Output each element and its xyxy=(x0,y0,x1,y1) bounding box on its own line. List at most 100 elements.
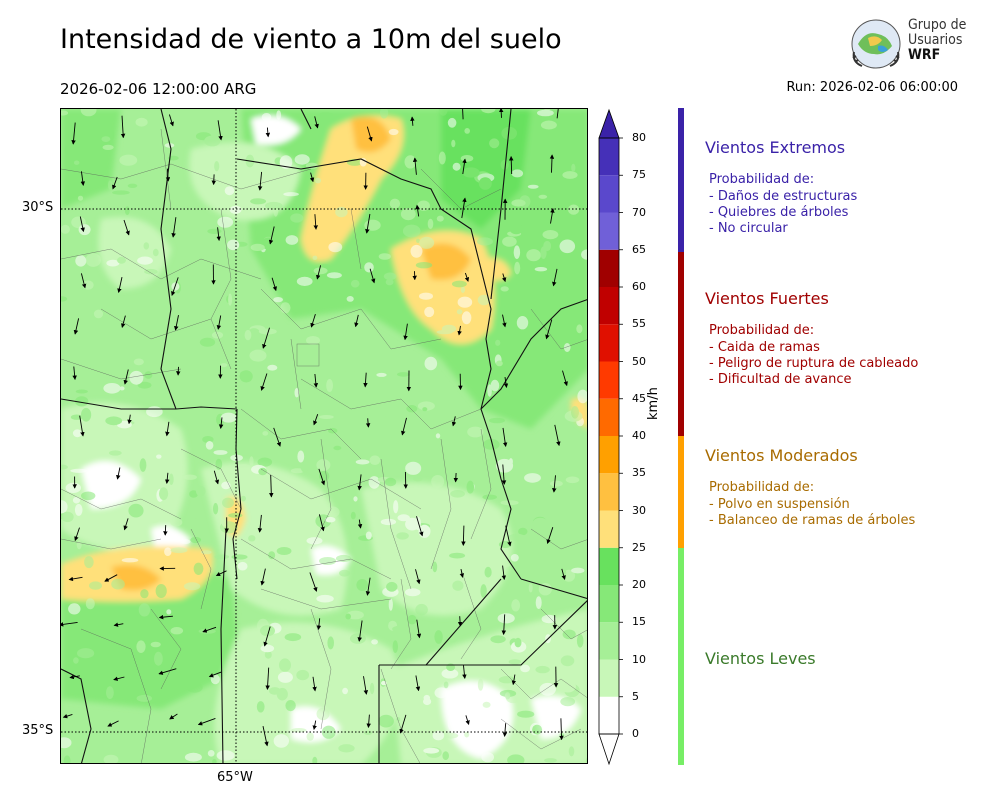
colorbar-segment xyxy=(599,324,619,362)
wind-arrow xyxy=(104,574,118,582)
colorbar-tick-label: 5 xyxy=(632,689,639,703)
wind-arrow xyxy=(461,197,467,219)
colorbar-segment xyxy=(599,361,619,399)
wind-arrow xyxy=(545,319,553,340)
wind-arrow xyxy=(165,168,171,182)
wind-arrow xyxy=(174,315,179,331)
wind-arrow xyxy=(121,315,126,329)
wind-arrow xyxy=(260,373,268,391)
wind-arrow xyxy=(365,418,371,428)
wind-arrow xyxy=(464,272,470,282)
colorbar-segment xyxy=(599,138,619,176)
colorbar-segment xyxy=(599,622,619,660)
category-item: - Quiebres de árboles xyxy=(709,205,849,220)
colorbar-tick-label: 80 xyxy=(632,131,646,144)
wind-arrow xyxy=(357,519,363,529)
wind-arrow xyxy=(165,421,170,437)
wind-arrow xyxy=(168,114,174,127)
colorbar-tick-label: 15 xyxy=(632,615,646,629)
wind-arrow xyxy=(315,265,322,280)
category-bar xyxy=(678,436,684,548)
run-time: Run: 2026-02-06 06:00:00 xyxy=(786,80,958,95)
colorbar-tick-label: 30 xyxy=(632,503,646,517)
wind-arrow xyxy=(69,674,80,680)
wind-arrow xyxy=(503,377,509,389)
category-title: Vientos Leves xyxy=(705,649,816,668)
colorbar-segment xyxy=(599,249,619,287)
wind-arrow xyxy=(369,268,376,284)
colorbar-segment xyxy=(599,287,619,325)
colorbar-tick-label: 60 xyxy=(632,280,646,293)
wind-arrow xyxy=(217,120,223,141)
category-title: Vientos Moderados xyxy=(705,446,858,465)
colorbar-tick-label: 40 xyxy=(632,429,646,442)
lat-label-35s: 35°S xyxy=(22,723,54,738)
wind-arrow xyxy=(318,468,326,486)
colorbar-tick-label: 50 xyxy=(632,354,646,368)
wind-arrow xyxy=(112,176,118,190)
wind-arrow xyxy=(556,109,559,119)
wind-arrow xyxy=(79,415,85,437)
colorbar-segment xyxy=(599,436,619,474)
colorbar-segment xyxy=(599,659,619,697)
wind-arrow xyxy=(312,676,317,692)
wind-arrow xyxy=(465,715,470,726)
wind-arrow xyxy=(262,327,270,349)
wind-arrow xyxy=(216,227,221,242)
logo-text: Grupo de Usuarios WRF xyxy=(908,17,967,63)
wind-arrow xyxy=(365,213,371,234)
colorbar-tick-label: 55 xyxy=(632,317,646,331)
category-item: - Peligro de ruptura de cableado xyxy=(709,356,919,371)
wind-arrow xyxy=(257,171,263,191)
wind-arrow xyxy=(550,208,555,224)
wind-arrow xyxy=(416,619,422,639)
colorbar-tick-label: 75 xyxy=(632,168,646,182)
wind-arrow xyxy=(269,474,274,498)
wind-arrow xyxy=(72,366,77,381)
wind-arrow xyxy=(399,714,407,734)
wind-arrow xyxy=(546,527,554,545)
wind-arrow xyxy=(74,527,80,542)
colorbar-tick-label: 65 xyxy=(632,242,646,256)
category-intro: Probabilidad de: xyxy=(709,480,815,495)
category-bar xyxy=(678,252,684,436)
wind-arrow xyxy=(552,475,557,493)
wind-arrow xyxy=(123,219,130,236)
wind-arrow xyxy=(502,427,508,448)
wind-arrow xyxy=(262,726,269,747)
wind-arrow xyxy=(202,626,217,633)
valid-time: 2026-02-06 12:00:00 ARG xyxy=(60,80,257,98)
wind-arrow xyxy=(562,370,568,387)
wind-arrow xyxy=(113,622,124,627)
wind-arrow xyxy=(257,514,263,533)
wind-arrow xyxy=(559,718,564,741)
wind-arrow xyxy=(309,572,318,592)
colorbar-tick-label: 20 xyxy=(632,578,646,591)
wind-arrow xyxy=(508,155,514,175)
wind-arrow xyxy=(401,417,407,436)
colorbar-segment xyxy=(599,175,619,213)
wind-arrow xyxy=(501,464,507,485)
wind-arrow xyxy=(461,525,466,546)
map-canvas xyxy=(61,109,587,763)
colorbar-extend-max xyxy=(598,108,620,139)
wind-arrow xyxy=(80,273,87,289)
colorbar-tick-label: 35 xyxy=(632,466,646,480)
wind-arrow xyxy=(457,325,462,336)
wind-arrow xyxy=(218,417,224,429)
category-item: - Balanceo de ramas de árboles xyxy=(709,513,916,528)
wind-arrow xyxy=(403,323,408,341)
wind-arrow xyxy=(552,268,558,287)
wind-arrow xyxy=(318,514,325,532)
colorbar-tick-label: 70 xyxy=(632,205,646,219)
colorbar xyxy=(598,108,623,766)
wind-arrow xyxy=(505,525,512,547)
wind-arrow xyxy=(171,217,177,238)
wind-arrow xyxy=(365,577,371,596)
wind-arrow xyxy=(197,717,216,726)
wind-arrow xyxy=(61,621,78,627)
wind-arrow xyxy=(415,675,421,692)
wind-arrow xyxy=(265,127,271,138)
wind-arrow xyxy=(309,172,315,183)
colorbar-unit-label: km/h xyxy=(646,387,661,420)
